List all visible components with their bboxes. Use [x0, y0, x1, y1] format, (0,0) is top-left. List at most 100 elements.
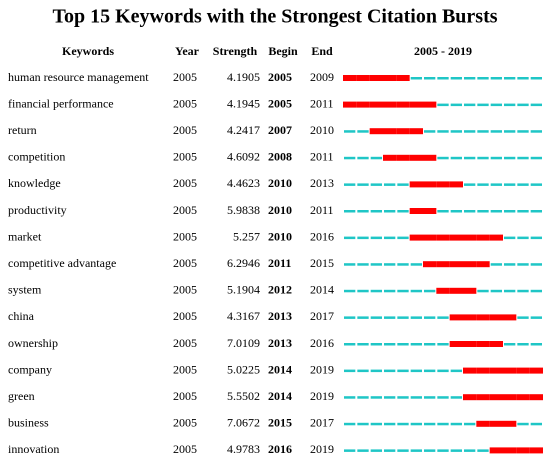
- timeline-segment: [504, 343, 516, 346]
- timeline-segment: [397, 210, 409, 213]
- timeline-segment: [464, 210, 476, 213]
- timeline-segment: [450, 156, 462, 160]
- timeline-segment: [490, 289, 502, 293]
- strength: 5.0225: [227, 362, 260, 376]
- timeline-segment: [517, 77, 529, 80]
- timeline-segment: [437, 156, 449, 160]
- burst-segment: [396, 154, 410, 161]
- end: 2019: [310, 442, 334, 456]
- timeline-segment: [450, 77, 462, 80]
- year: 2005: [173, 283, 197, 297]
- keyword: green: [8, 389, 35, 403]
- timeline-segment: [384, 289, 396, 293]
- timeline-segment: [517, 183, 529, 186]
- timeline-segment: [450, 449, 462, 452]
- timeline-segment: [357, 289, 369, 293]
- timeline-segment: [384, 263, 396, 266]
- timeline-segment: [370, 449, 382, 452]
- timeline-segment: [424, 77, 436, 80]
- timeline-segment: [504, 130, 516, 133]
- timeline-segment: [384, 210, 396, 213]
- timeline-segment: [477, 210, 489, 213]
- timeline-segment: [357, 183, 369, 186]
- timeline-segment: [410, 316, 422, 319]
- keyword: human resource management: [8, 70, 149, 84]
- timeline-segment: [450, 369, 462, 373]
- timeline-segment: [464, 77, 476, 80]
- keyword: market: [8, 229, 42, 243]
- year: 2005: [173, 389, 197, 403]
- burst-segment: [409, 101, 423, 108]
- timeline-segment: [344, 130, 356, 133]
- timeline-segment: [344, 316, 356, 319]
- timeline-segment: [344, 210, 356, 213]
- timeline-segment: [357, 316, 369, 319]
- timeline-segment: [530, 183, 542, 186]
- timeline-segment: [370, 236, 382, 240]
- burst-segment: [476, 394, 490, 401]
- timeline-segment: [410, 396, 422, 399]
- timeline-segment: [424, 369, 436, 373]
- timeline-segment: [504, 183, 516, 186]
- timeline-segment: [410, 343, 422, 346]
- keyword: china: [8, 309, 35, 323]
- keyword: system: [8, 283, 42, 297]
- burst-segment: [529, 367, 543, 374]
- strength: 4.1945: [227, 96, 260, 110]
- timeline-segment: [410, 369, 422, 373]
- timeline-segment: [384, 369, 396, 373]
- burst-segment: [423, 208, 437, 214]
- burst-segment: [503, 394, 517, 401]
- timeline-segment: [530, 316, 542, 319]
- strength: 4.9783: [227, 442, 260, 456]
- year: 2005: [173, 176, 197, 190]
- timeline-segment: [384, 183, 396, 186]
- year: 2005: [173, 229, 197, 243]
- timeline-segment: [397, 343, 409, 346]
- timeline-segment: [397, 289, 409, 293]
- burst-segment: [463, 287, 477, 294]
- burst-segment: [503, 367, 517, 374]
- burst-segment: [463, 234, 477, 241]
- end: 2014: [310, 283, 334, 297]
- year: 2005: [173, 309, 197, 323]
- begin: 2011: [268, 256, 291, 270]
- timeline-segment: [397, 449, 409, 452]
- burst-segment: [396, 128, 410, 135]
- burst-segment: [409, 208, 423, 214]
- end: 2009: [310, 70, 334, 84]
- timeline-segment: [344, 369, 356, 373]
- burst-segment: [463, 341, 477, 347]
- timeline-segment: [344, 263, 356, 266]
- burst-segment: [383, 128, 397, 135]
- timeline-segment: [517, 263, 529, 266]
- keyword: competition: [8, 150, 65, 164]
- burst-segment: [463, 394, 477, 401]
- column-header: End: [311, 44, 333, 58]
- timeline-segment: [410, 422, 422, 426]
- timeline-segment: [424, 316, 436, 319]
- timeline-segment: [517, 289, 529, 293]
- begin: 2012: [268, 283, 292, 297]
- timeline-segment: [530, 422, 542, 426]
- timeline-segment: [517, 210, 529, 213]
- burst-segment: [396, 75, 410, 81]
- timeline-segment: [424, 449, 436, 452]
- burst-segment: [489, 420, 503, 427]
- timeline-segment: [357, 236, 369, 240]
- timeline-segment: [464, 183, 476, 186]
- timeline-segment: [517, 343, 529, 346]
- burst-segment: [436, 181, 450, 188]
- timeline-segment: [410, 77, 422, 80]
- end: 2013: [310, 176, 334, 190]
- timeline-segment: [437, 77, 449, 80]
- year: 2005: [173, 362, 197, 376]
- timeline-segment: [477, 289, 489, 293]
- keyword: business: [8, 416, 49, 430]
- timeline-segment: [370, 183, 382, 186]
- strength: 6.2946: [227, 256, 260, 270]
- timeline-segment: [450, 422, 462, 426]
- timeline-segment: [464, 156, 476, 160]
- column-header: 2005 - 2019: [414, 44, 472, 58]
